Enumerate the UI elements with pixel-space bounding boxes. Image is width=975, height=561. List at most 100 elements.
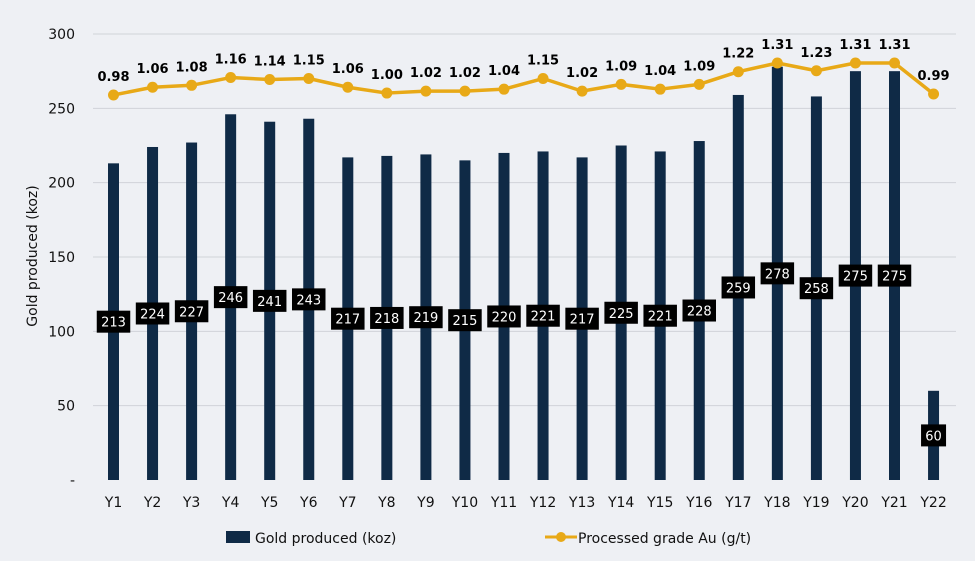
legend-line-marker	[556, 532, 566, 542]
grade-point-y14	[615, 78, 627, 90]
bar-label-box	[292, 288, 326, 311]
grade-point-y11	[498, 83, 510, 95]
bar-label-box	[135, 302, 170, 325]
x-axis-ticks: Y1 Y2 Y3 Y4 Y5 Y6 Y7 Y8 Y9 Y10 Y11 Y12 Y13 Y14 Y15 Y16 Y…	[104, 495, 947, 511]
x-tick-label: Y12	[529, 495, 556, 511]
y-tick-label: 150	[48, 250, 75, 266]
line-data-labels: 0.98 1.06 1.08 1.16 1.14 1.15 1.06 1.00 1.02 1.02…	[97, 38, 949, 85]
y-tick-label: -	[70, 473, 75, 489]
grade-point-y13	[576, 85, 588, 97]
bar-label-y10: 215	[448, 309, 482, 332]
y-tick-label: 250	[48, 101, 75, 117]
grade-label-y21: 1.31	[878, 38, 910, 53]
y-tick-label: 300	[48, 27, 75, 43]
bar-label-y22: 60	[921, 424, 947, 447]
bar-label-box	[838, 264, 873, 287]
bar-label-text: 60	[925, 429, 942, 444]
grade-label-y10: 1.02	[449, 66, 481, 81]
bar-label-y4: 246	[213, 286, 248, 309]
bar-label-text: 213	[101, 316, 126, 331]
grade-point-y22	[928, 88, 940, 100]
bar-label-box	[96, 310, 131, 333]
bar-label-text: 221	[648, 310, 673, 325]
x-tick-label: Y14	[607, 495, 634, 511]
x-tick-label: Y4	[221, 495, 240, 511]
bar-label-text: 278	[765, 267, 790, 282]
grade-label-y7: 1.06	[332, 62, 364, 77]
bar-label-box	[921, 424, 947, 447]
bar-label-y6: 243	[292, 288, 326, 311]
legend-line-label: Processed grade Au (g/t)	[578, 531, 751, 547]
x-tick-label: Y8	[377, 495, 395, 511]
grade-label-y5: 1.14	[254, 54, 286, 69]
grade-label-y4: 1.16	[215, 53, 247, 68]
bar-label-text: 259	[726, 281, 751, 296]
bar-label-box	[526, 304, 560, 327]
grade-point-y15	[654, 83, 666, 95]
bar-label-y20: 275	[838, 264, 873, 287]
grade-label-y18: 1.31	[761, 38, 793, 53]
bar-label-box	[682, 299, 716, 322]
bar-label-box	[487, 305, 521, 328]
x-tick-label: Y21	[880, 495, 907, 511]
bar-label-y13: 217	[565, 307, 599, 330]
x-tick-label: Y9	[416, 495, 434, 511]
bar-label-y21: 275	[877, 264, 912, 287]
x-tick-label: Y6	[299, 495, 318, 511]
bar-series	[108, 66, 940, 481]
x-tick-label: Y7	[338, 495, 356, 511]
legend-bar-label: Gold produced (koz)	[255, 531, 396, 547]
bar-data-labels: 213 224 227 246 241 243 217 218 219 215 220 221 217 2…	[96, 262, 947, 447]
grade-label-y2: 1.06	[137, 62, 169, 77]
grade-point-y4	[225, 72, 237, 84]
bar-label-y19: 258	[799, 277, 834, 300]
bar-label-text: 243	[296, 293, 321, 308]
grade-point-y3	[186, 79, 198, 91]
bar-label-y3: 227	[174, 300, 209, 323]
bar-label-y8: 218	[370, 306, 404, 329]
bar-label-box	[448, 309, 482, 332]
bar-label-box	[252, 289, 287, 312]
grade-label-y20: 1.31	[839, 38, 871, 53]
bar-label-text: 258	[804, 282, 829, 297]
bar-label-text: 218	[374, 312, 399, 327]
x-tick-label: Y17	[724, 495, 751, 511]
bar-label-text: 246	[218, 291, 243, 306]
bar-label-text: 241	[257, 295, 282, 310]
bar-label-y11: 220	[487, 305, 521, 328]
x-tick-label: Y16	[685, 495, 712, 511]
gridlines	[93, 33, 956, 407]
grade-label-y6: 1.15	[293, 54, 325, 69]
bar-label-y12: 221	[526, 304, 560, 327]
bar-label-text: 215	[453, 314, 478, 329]
bar-label-box	[565, 307, 599, 330]
grade-label-y3: 1.08	[176, 60, 208, 75]
bar-label-box	[799, 277, 834, 300]
x-tick-label: Y19	[802, 495, 829, 511]
x-tick-label: Y1	[104, 495, 122, 511]
grade-label-y22: 0.99	[918, 69, 950, 84]
bar-label-box	[760, 262, 795, 285]
bar-label-y7: 217	[331, 307, 365, 330]
grade-line	[113, 61, 935, 97]
bar-label-y1: 213	[96, 310, 131, 333]
legend-bar-swatch	[226, 531, 250, 543]
bar-label-y5: 241	[252, 289, 287, 312]
line-series	[108, 57, 940, 101]
grade-label-y16: 1.09	[683, 59, 715, 74]
grade-point-y5	[264, 73, 276, 85]
bar-label-box	[370, 306, 404, 329]
grade-point-y17	[732, 66, 744, 78]
grade-point-y16	[693, 78, 705, 90]
x-tick-label: Y22	[919, 495, 946, 511]
x-tick-label: Y20	[841, 495, 868, 511]
bar-label-y14: 225	[604, 301, 638, 324]
x-tick-label: Y3	[182, 495, 200, 511]
bar-label-box	[643, 304, 677, 327]
grade-point-y6	[303, 73, 315, 85]
x-tick-label: Y11	[490, 495, 517, 511]
y-axis-ticks: - 50 100 150 200 250 300	[48, 27, 75, 489]
grade-point-y12	[537, 73, 549, 85]
grade-label-y9: 1.02	[410, 66, 442, 81]
